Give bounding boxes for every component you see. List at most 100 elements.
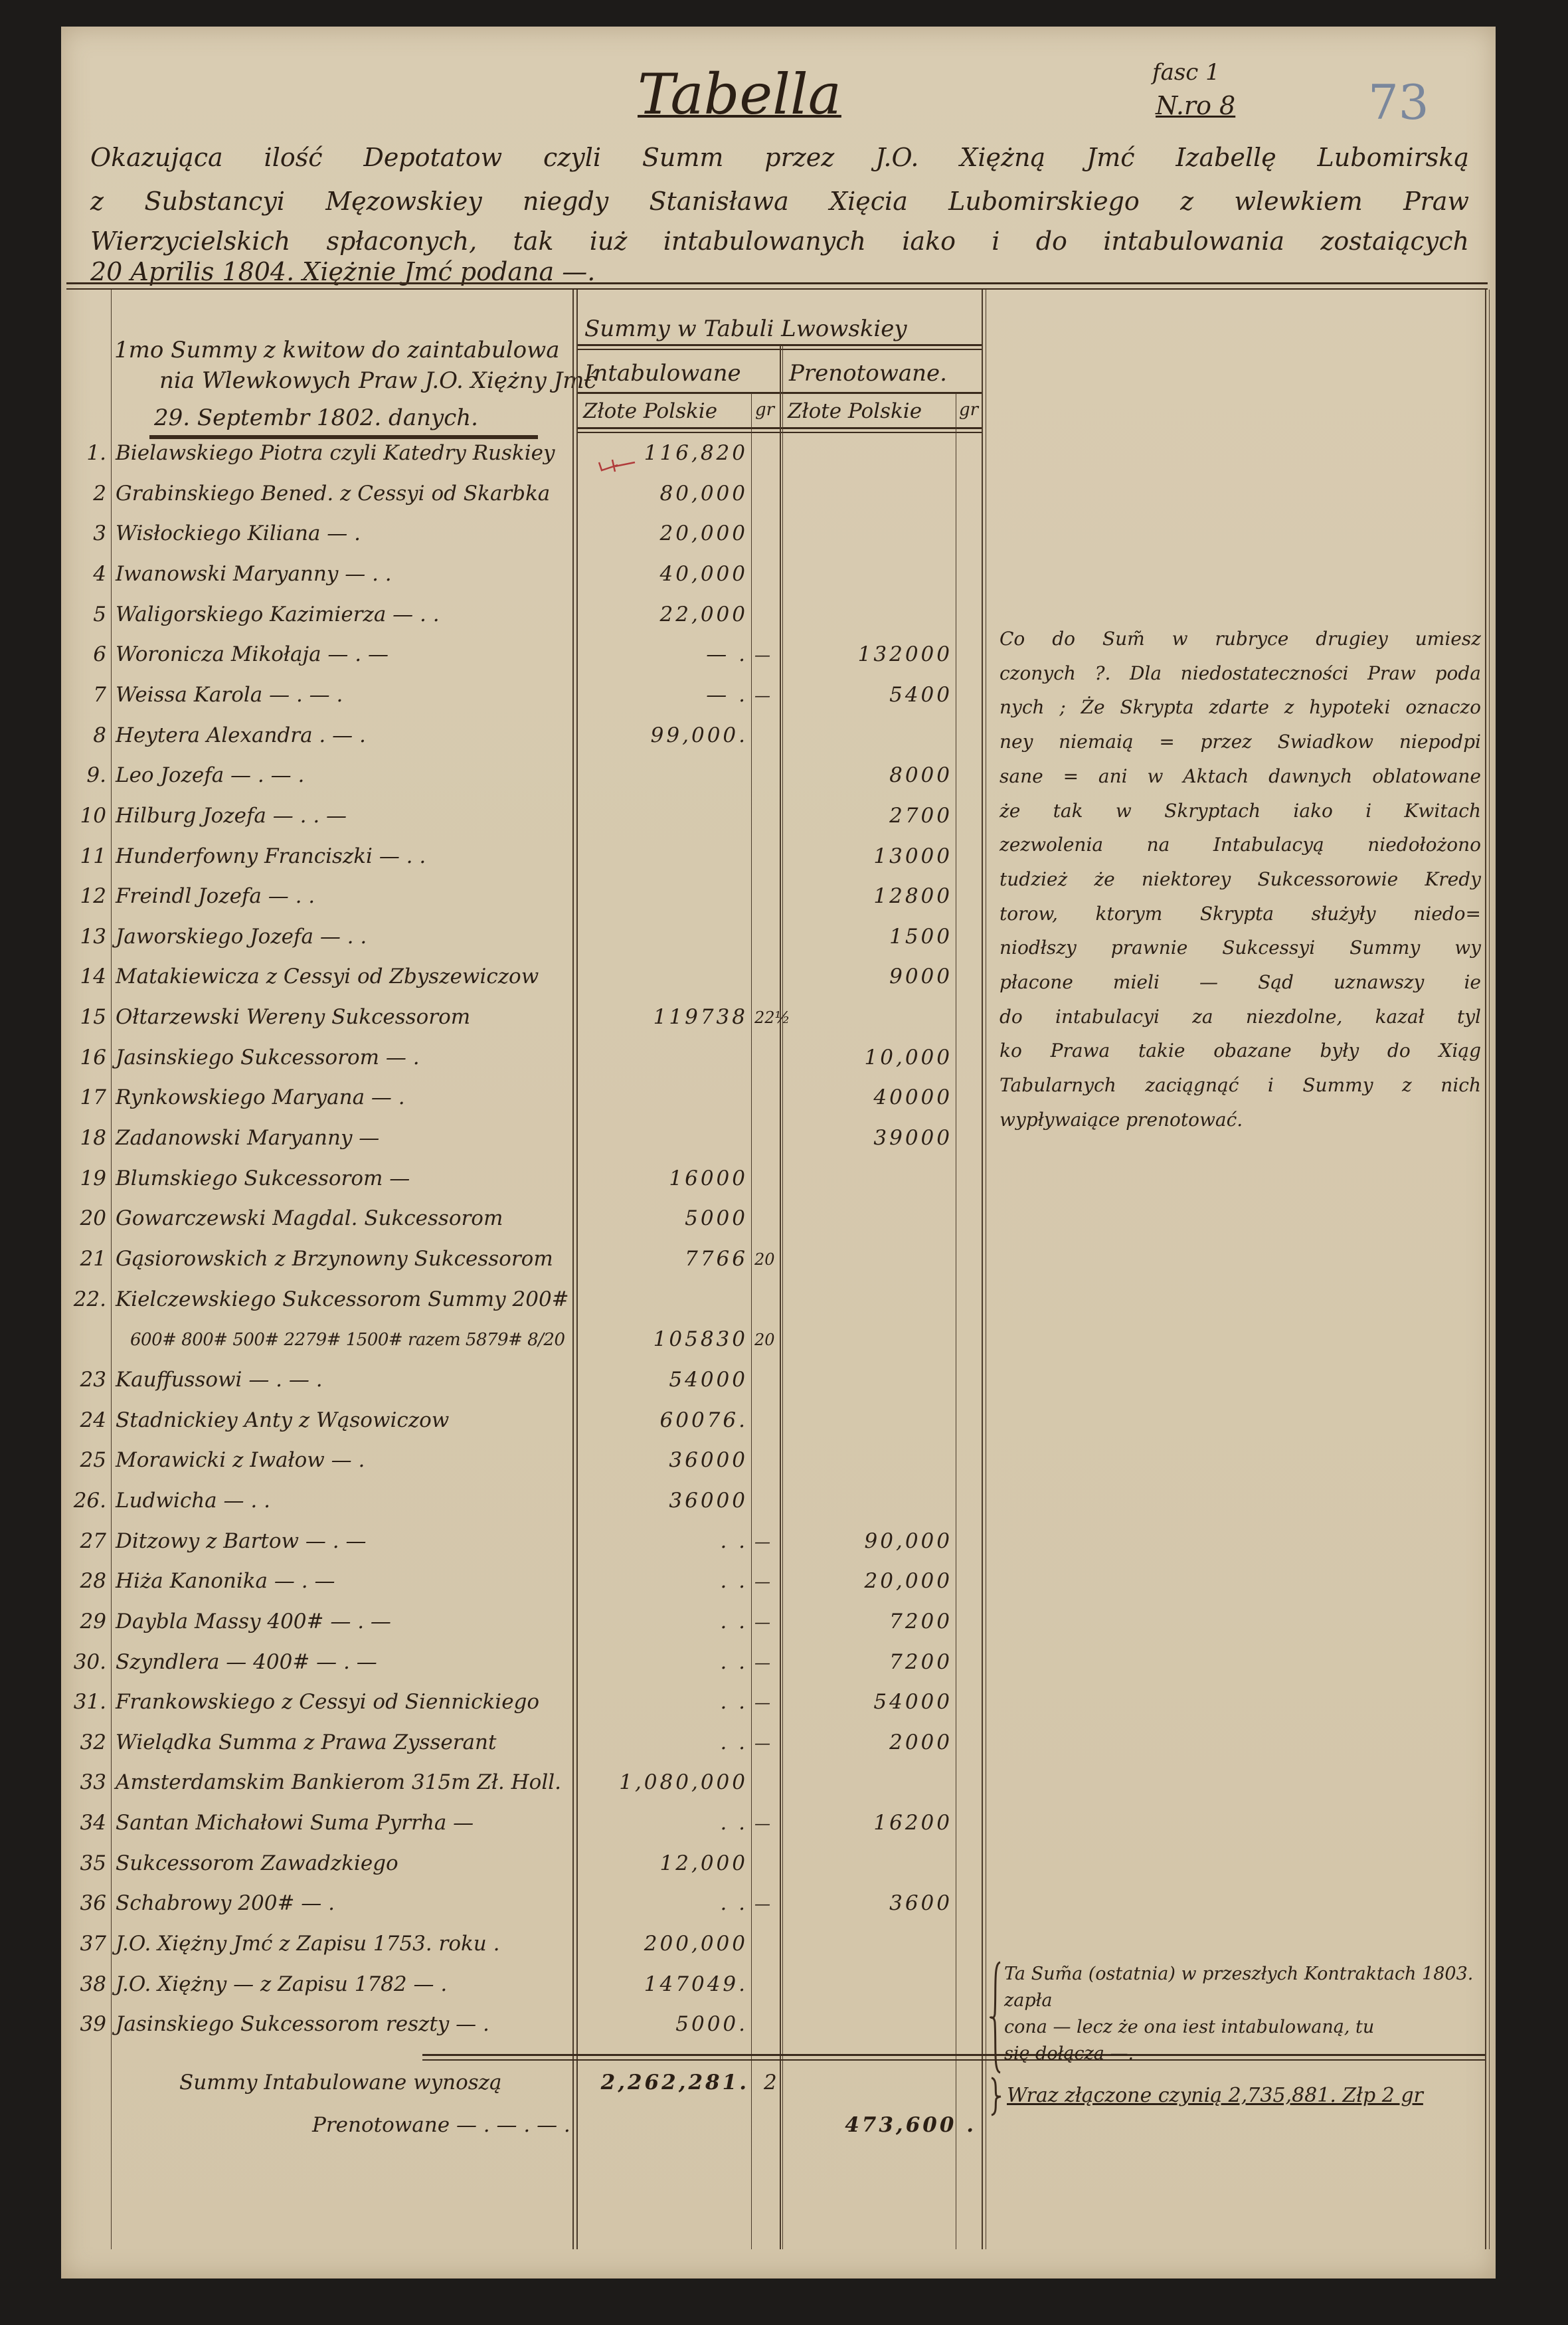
row-number: 6 [93,642,106,667]
row-name: Ludwicha — . . [116,1488,270,1513]
intabulowane-zloty: 80,000 [659,481,748,506]
prenotowane-zloty: 39000 [873,1126,952,1151]
row-number: 19 [80,1166,106,1190]
intabulowane-zloty: 99,000. [650,723,748,747]
side-note-line: Co do Sum̃ w rubryce drugiey umiesz [1000,628,1481,650]
intabulowane-zloty: . . [720,1569,748,1594]
row-number: 1. [86,441,106,465]
side-note-line: ney niemaią = przez Swiadkow niepodpi [1000,731,1481,753]
rule [576,344,982,346]
prenotowane-zloty: 12800 [873,884,952,909]
intabulowane-zloty: . . [720,1690,748,1715]
intabulowane-zloty: 60076. [659,1408,748,1432]
totals-rule [422,2054,1485,2056]
row-number: 5 [93,602,106,626]
intabulowane-zloty: 119738 [653,1005,748,1030]
intabulowane-zloty: 22,000 [659,602,748,626]
prenotowane-zloty: 40000 [873,1085,952,1110]
col-header-zloty-prenot: Złote Polskie [788,399,922,423]
intabulowane-zloty: 1,080,000 [619,1770,748,1795]
row-number: 3 [93,521,106,546]
rule [576,392,982,394]
grand-total-line: Wraz złączone czynią 2,735,881. Złp 2 gr [1007,2084,1423,2107]
row-number: 17 [80,1085,106,1110]
intro-line-3: Wierzycielskich spłaconych, tak iuż inta… [90,227,1469,256]
row-name: Iwanowski Maryanny — . . [116,561,392,586]
prenotowane-zloty: 90,000 [864,1529,952,1553]
intabulowane-zloty: 5000 [685,1206,748,1231]
side-note-line: tudzież że niektorey Sukcessorowie Kredy [1000,868,1481,890]
total-intabulowane-grosz: 2 [764,2071,777,2094]
row-name: Zadanowski Maryanny — [116,1126,380,1151]
row-name: Hilburg Jozefa — . . — [116,803,347,828]
intabulowane-zloty: — . [706,642,748,667]
intro-line-1: Okazująca ilość Depotatow czyli Summ prz… [90,143,1469,172]
row-name: Jasinskiego Sukcessorom — . [116,1045,420,1070]
intabulowane-zloty: . . [720,1730,748,1754]
intabulowane-zloty: . . [720,1529,748,1553]
intabulowane-zloty: . . [720,1649,748,1674]
row-name: J.O. Xiężny Jmć z Zapisu 1753. roku . [116,1932,500,1956]
row-name: Wisłockiego Kiliana — . [116,521,361,546]
closing-brace-icon [991,2077,1002,2116]
row-name: Ołtarzewski Wereny Sukcessorom [116,1005,471,1030]
intabulowane-grosz: 20 [754,1250,775,1269]
row-number: 30. [73,1649,106,1674]
column-rule [751,393,752,2249]
prenotowane-zloty: 9000 [889,965,952,989]
group-header: Summy w Tabuli Lwowskiey [584,316,907,342]
header-rule [66,282,1488,284]
prenotowane-zloty: 3600 [889,1891,952,1916]
row-name: Hunderfowny Franciszki — . . [116,844,426,868]
row-number: 29 [80,1609,106,1633]
row-number: 4 [93,561,106,586]
row-name: Woronicza Mikołaja — . — [116,642,389,667]
document-title: Tabella [638,62,841,127]
row-name: Schabrowy 200# — . [116,1891,335,1916]
col-header-zloty-intab: Złote Polskie [583,399,718,423]
intabulowane-zloty: 105830 [653,1327,748,1352]
row-number: 38 [80,1972,106,1996]
prenotowane-zloty: 132000 [857,642,952,667]
row-number: 13 [80,924,106,949]
intabulowane-grosz: — [754,686,770,705]
row-name: Grabinskiego Bened. z Cessyi od Skarbka [116,481,551,506]
section-header-line-1: 1mo Summy z kwitow do zaintabulowa [114,337,560,363]
row-name: Amsterdamskim Bankierom 315m Zł. Holl. [116,1770,561,1795]
intabulowane-grosz: — [754,1814,770,1833]
side-note-line: czonych ?. Dla niedostateczności Praw po… [1000,662,1481,684]
intabulowane-grosz: 20 [754,1331,775,1350]
rule [576,349,982,350]
row-number: 9. [86,763,106,788]
bottom-note-line-3: się dołącza —. [1004,2043,1134,2064]
prenotowane-zloty: 7200 [889,1609,952,1633]
intro-line-2: z Substancyi Męzowskiey niegdy Stanisław… [90,187,1469,216]
total-prenotowane-label: Prenotowane — . — . — . [312,2113,570,2137]
document-number: N.ro 8 [1156,91,1236,120]
prenotowane-zloty: 1500 [889,924,952,949]
col-header-grosz-intab: gr [755,400,775,420]
side-note-line: płacone mieli — Sąd uznawszy ie [1000,971,1481,993]
prenotowane-zloty: 54000 [873,1690,952,1715]
total-prenotowane-zloty: 473,600 . [845,2113,976,2137]
bottom-note: Ta Sum̃a (ostatnia) w przeszłych Kontrak… [1004,1961,1484,2067]
row-number: 11 [80,844,106,868]
intabulowane-zloty: — . [706,682,748,707]
prenotowane-zloty: 13000 [873,844,952,868]
prenotowane-zloty: 16200 [873,1811,952,1835]
row-number: 22. [73,1287,106,1311]
row-name: Weissa Karola — . — . [116,682,343,707]
side-note-line: ko Prawa takie obazane były do Xiąg [1000,1040,1481,1062]
side-note-line: sane = ani w Aktach dawnych oblatowane [1000,765,1481,787]
intabulowane-grosz: — [754,1572,770,1592]
row-name: Jasinskiego Sukcessorom reszty — . [116,2012,489,2037]
col-header-prenotowane: Prenotowane. [789,360,947,387]
total-intabulowane-label: Summy Intabulowane wynoszą [179,2071,502,2094]
row-name: Morawicki z Iwałow — . [116,1448,365,1473]
section-header-underline [149,435,538,439]
intabulowane-zloty: 36000 [669,1448,748,1473]
brace-icon [990,1961,1001,2074]
row-name: Blumskiego Sukcessorom — [116,1166,410,1190]
row-number: 16 [80,1045,106,1070]
row-name: Gowarczewski Magdal. Sukcessorom [116,1206,503,1231]
